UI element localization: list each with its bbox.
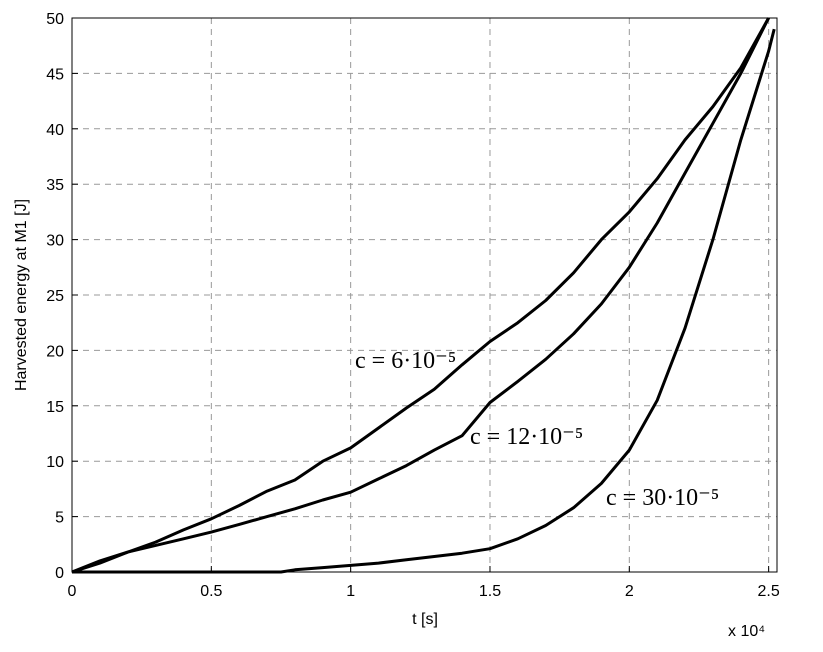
y-tick-label: 40 bbox=[46, 122, 64, 139]
y-tick-label: 25 bbox=[46, 288, 64, 305]
y-tick-label: 35 bbox=[46, 177, 64, 194]
plot-frame bbox=[71, 17, 778, 573]
y-tick-label: 50 bbox=[46, 11, 64, 28]
x-axis-label: t [s] bbox=[412, 611, 438, 628]
series-line bbox=[71, 17, 770, 574]
x-tick-label: 0 bbox=[68, 583, 77, 600]
y-tick-label: 20 bbox=[46, 343, 64, 360]
x-tick-label: 2 bbox=[625, 583, 634, 600]
x-tick-label: 1 bbox=[346, 583, 355, 600]
y-tick-label: 0 bbox=[55, 565, 64, 582]
series-line bbox=[72, 28, 776, 574]
y-tick-label: 10 bbox=[46, 454, 64, 471]
y-tick-label: 15 bbox=[46, 399, 64, 416]
series-annotation: c = 30·10⁻⁵ bbox=[606, 485, 719, 511]
x-tick-label: 1.5 bbox=[479, 583, 501, 600]
x-tick-label: 0.5 bbox=[200, 583, 222, 600]
x-multiplier: x 10⁴ bbox=[728, 623, 765, 640]
series-line bbox=[71, 17, 770, 574]
x-tick-label: 2.5 bbox=[758, 583, 780, 600]
series-annotation: c = 12·10⁻⁵ bbox=[470, 424, 583, 450]
y-tick-label: 30 bbox=[46, 233, 64, 250]
y-tick-label: 5 bbox=[55, 510, 64, 527]
y-axis-label: Harvested energy at M1 [J] bbox=[13, 199, 30, 391]
series-annotation: c = 6·10⁻⁵ bbox=[355, 348, 456, 374]
y-tick-label: 45 bbox=[46, 66, 64, 83]
